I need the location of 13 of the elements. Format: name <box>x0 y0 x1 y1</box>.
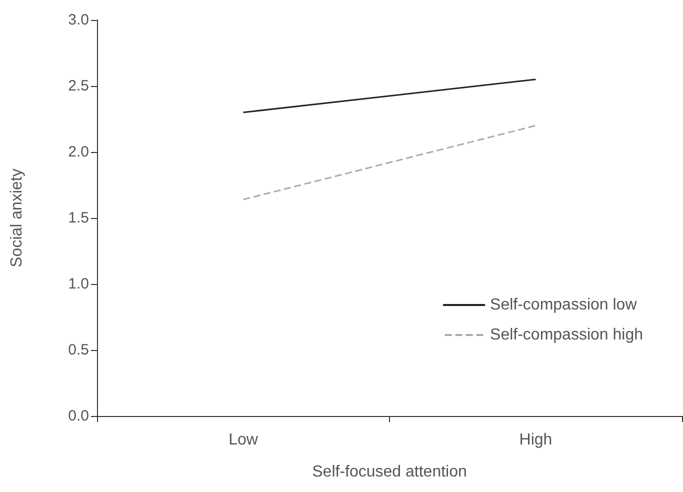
y-tick-label: 2.0 <box>68 144 89 160</box>
y-tick-label: 2.5 <box>68 78 89 94</box>
y-tick-label: 0.5 <box>68 342 89 358</box>
legend-label: Self-compassion low <box>490 296 638 314</box>
x-axis-title: Self-focused attention <box>312 464 467 480</box>
y-tick-label: 1.5 <box>68 210 89 226</box>
y-axis-title: Social anxiety <box>8 168 26 268</box>
y-tick-label: 1.0 <box>68 276 89 292</box>
y-tick-label: 0.0 <box>68 408 89 424</box>
legend-label: Self-compassion high <box>490 326 643 344</box>
x-tick-label: High <box>519 432 552 448</box>
x-tick-label: Low <box>228 432 258 448</box>
y-tick-label: 3.0 <box>68 12 89 28</box>
